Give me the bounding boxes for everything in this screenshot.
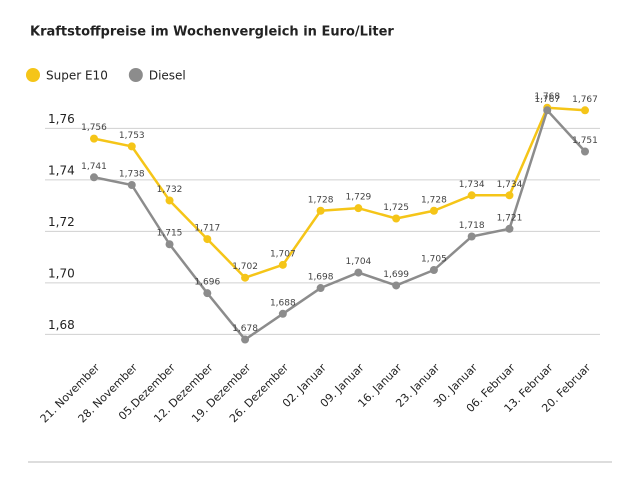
data-label: 1,696: [194, 278, 220, 288]
series-line: [93, 106, 586, 279]
data-point: [90, 173, 98, 182]
data-point: [203, 289, 212, 298]
data-label: 1,734: [459, 180, 485, 190]
data-label: 1,688: [270, 298, 296, 308]
data-label: 1,751: [572, 136, 598, 146]
data-label: 1,717: [194, 224, 220, 234]
data-point: [505, 224, 514, 233]
data-point: [241, 335, 250, 344]
data-label: 1,732: [157, 185, 183, 195]
y-tick-label: 1,76: [48, 112, 75, 126]
data-label: 1,678: [232, 324, 258, 334]
data-label: 1,721: [497, 213, 523, 223]
legend-label: Super E10: [46, 69, 108, 83]
data-label: 1,725: [383, 203, 409, 213]
data-point: [467, 191, 476, 200]
data-label: 1,698: [308, 273, 334, 283]
data-label: 1,767: [534, 95, 560, 105]
data-point: [354, 204, 363, 213]
data-label: 1,715: [157, 229, 183, 239]
data-point: [581, 147, 589, 156]
data-point: [392, 214, 401, 223]
data-point: [90, 134, 98, 143]
data-point: [165, 196, 174, 205]
data-point: [241, 273, 250, 282]
data-label: 1,699: [383, 270, 409, 280]
data-point: [505, 191, 514, 200]
data-label: 1,729: [346, 193, 372, 203]
data-label: 1,718: [459, 221, 485, 231]
data-label: 1,728: [421, 195, 447, 205]
data-point: [354, 268, 363, 277]
data-label: 1,767: [572, 95, 598, 105]
data-point: [467, 232, 476, 241]
data-point: [581, 106, 589, 115]
legend-marker: [128, 68, 143, 82]
data-label: 1,741: [81, 162, 107, 172]
data-point: [316, 284, 325, 293]
data-label: 1,768: [534, 92, 560, 102]
series-line: [93, 109, 586, 341]
data-point: [278, 309, 287, 318]
chart-title: Kraftstoffpreise im Wochenvergleich in E…: [30, 25, 394, 40]
data-label: 1,756: [81, 123, 107, 133]
y-tick-label: 1,70: [48, 266, 75, 280]
y-tick-label: 1,74: [48, 163, 75, 177]
data-label: 1,704: [346, 257, 372, 267]
data-point: [429, 206, 438, 215]
y-tick-label: 1,68: [48, 318, 75, 332]
data-point: [543, 106, 552, 115]
data-label: 1,738: [119, 170, 145, 180]
data-label: 1,753: [119, 131, 145, 141]
legend-marker: [26, 68, 40, 82]
data-label: 1,702: [232, 262, 258, 272]
data-point: [278, 260, 287, 269]
data-point: [392, 281, 401, 290]
data-point: [165, 240, 174, 249]
data-point: [203, 235, 212, 244]
y-tick-label: 1,72: [48, 215, 75, 229]
data-point: [316, 206, 325, 215]
legend-label: Diesel: [149, 69, 186, 83]
data-point: [127, 181, 136, 189]
data-label: 1,707: [270, 249, 296, 259]
data-point: [127, 142, 136, 151]
data-point: [429, 266, 438, 274]
data-label: 1,705: [421, 255, 447, 265]
data-label: 1,728: [308, 195, 334, 205]
data-label: 1,734: [497, 180, 523, 190]
